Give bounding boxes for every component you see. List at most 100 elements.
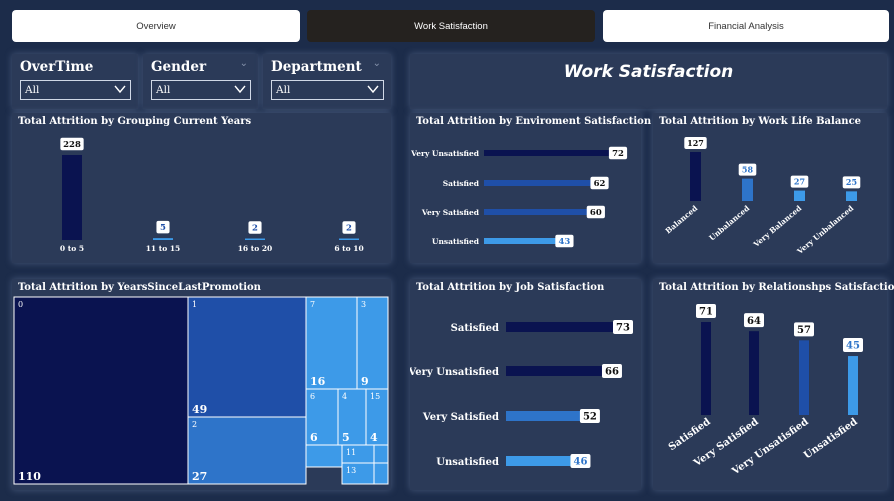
- data-label-bg: [738, 163, 757, 176]
- data-label: 45: [846, 341, 860, 352]
- data-label: 5: [160, 223, 166, 233]
- treemap-tile: [187, 296, 307, 418]
- environment-panel: Total Attrition by Enviroment Satisfacti…: [410, 113, 651, 263]
- bar: [506, 366, 610, 376]
- data-label-bg: [790, 175, 809, 188]
- overtime-slicer: OverTime All: [12, 54, 138, 109]
- treemap-tile: [337, 388, 367, 446]
- treemap-label: 6: [310, 392, 315, 401]
- data-label: 2: [252, 224, 258, 234]
- data-label: 72: [612, 149, 624, 159]
- bar: [848, 356, 858, 415]
- y-tick-label: Unsatisfied: [436, 457, 499, 468]
- y-tick-label: Very Unsatisfied: [410, 367, 499, 378]
- data-label: 73: [616, 323, 630, 334]
- bar: [742, 178, 753, 201]
- bar: [245, 238, 265, 240]
- gender-slicer-title: Gender: [151, 59, 207, 75]
- x-tick-label: 11 to 15: [146, 244, 181, 253]
- data-label-bg: [156, 220, 170, 234]
- y-tick-label: Satisfied: [451, 323, 499, 334]
- y-tick-label: Unsatisfied: [432, 237, 480, 246]
- department-dropdown[interactable]: All: [271, 80, 384, 100]
- treemap-tile: [373, 462, 389, 485]
- chevron-down-icon[interactable]: ⌄: [372, 58, 381, 69]
- bar: [799, 340, 809, 415]
- data-label: 58: [742, 165, 754, 175]
- data-label: 64: [747, 316, 761, 327]
- data-label: 52: [583, 412, 597, 423]
- bar: [690, 152, 701, 201]
- data-label-bg: [601, 364, 622, 378]
- data-label-bg: [555, 234, 574, 248]
- current-years-panel: Total Attrition by Grouping Current Year…: [12, 113, 391, 263]
- treemap-tile: [13, 296, 189, 485]
- x-tick-label: Very Balanced: [751, 203, 804, 249]
- treemap-value: 16: [310, 375, 326, 388]
- page-title-card: Work Satisfaction: [410, 54, 887, 109]
- overtime-slicer-title: OverTime: [20, 59, 94, 75]
- treemap-value: 27: [192, 470, 207, 483]
- treemap-label: 1: [192, 300, 197, 309]
- bar: [153, 238, 173, 240]
- chart-title: Total Attrition by Work Life Balance: [659, 116, 862, 127]
- gender-dropdown[interactable]: All: [151, 80, 251, 100]
- nav-financial-analysis-button[interactable]: Financial Analysis: [603, 10, 889, 42]
- data-label: 25: [846, 177, 857, 187]
- chart-title: Total Attrition by Relationshps Satisfac…: [659, 282, 894, 293]
- data-label: 43: [559, 237, 571, 247]
- work-life-chart: 127 Balanced 58 Unbalanced 27 Very Balanced 25…: [664, 137, 861, 257]
- data-label-bg: [613, 320, 633, 334]
- data-label-bg: [842, 176, 861, 189]
- treemap-tile: [305, 296, 358, 390]
- work-life-panel: Total Attrition by Work Life Balance 127…: [653, 113, 887, 263]
- chart-title: Total Attrition by YearsSinceLastPromoti…: [18, 282, 261, 293]
- data-label: 228: [63, 140, 81, 150]
- department-slicer-title: Department: [271, 59, 362, 75]
- bar: [506, 322, 621, 332]
- nav-overview-button[interactable]: Overview: [12, 10, 300, 42]
- x-tick-label: Very Unbalanced: [795, 203, 856, 256]
- data-label: 71: [699, 307, 713, 318]
- treemap-tile: [187, 416, 307, 485]
- nav-work-satisfaction-button[interactable]: Work Satisfaction: [307, 10, 595, 42]
- treemap-label: 11: [346, 448, 356, 457]
- promotion-panel: Total Attrition by YearsSinceLastPromoti…: [12, 279, 391, 490]
- data-label-bg: [570, 454, 591, 468]
- data-label-bg: [590, 176, 609, 190]
- gender-slicer: Gender ⌄ All: [143, 54, 258, 109]
- data-label: 66: [605, 367, 619, 378]
- y-tick-label: Very Satisfied: [421, 208, 480, 217]
- bar: [484, 209, 595, 215]
- treemap-tile: [356, 296, 389, 390]
- chart-title: Total Attrition by Grouping Current Year…: [18, 116, 252, 127]
- promotion-treemap: 0 110 1 49 2 27 7 16 3 9 6 6 4 5 15 4 11 13: [13, 296, 389, 485]
- data-label-bg: [60, 137, 84, 151]
- treemap-value: 110: [18, 470, 41, 483]
- treemap-value: 9: [361, 375, 369, 388]
- bar: [484, 180, 599, 186]
- treemap-label: 0: [18, 300, 23, 309]
- treemap-tile: [373, 444, 389, 464]
- y-tick-label: Satisfied: [443, 179, 480, 188]
- bar: [484, 238, 564, 244]
- y-tick-label: Very Satisfied: [422, 412, 499, 423]
- overtime-dropdown[interactable]: All: [20, 80, 131, 100]
- chart-title: Total Attrition by Enviroment Satisfacti…: [416, 116, 652, 127]
- gender-dropdown-value: All: [156, 84, 171, 96]
- data-label-bg: [579, 409, 600, 423]
- data-label-bg: [684, 137, 707, 149]
- x-tick-label: 6 to 10: [334, 244, 363, 253]
- data-label: 46: [574, 457, 588, 468]
- bar: [506, 456, 579, 466]
- data-label: 60: [590, 208, 602, 218]
- x-tick-label: 0 to 5: [60, 244, 84, 253]
- data-label: 57: [797, 325, 811, 336]
- chevron-down-icon[interactable]: ⌄: [239, 58, 248, 69]
- chart-title: Total Attrition by Job Satisfaction: [416, 282, 605, 293]
- treemap-value: 49: [192, 403, 207, 416]
- bar: [506, 411, 588, 421]
- bar: [749, 331, 759, 415]
- job-chart: Satisfied 73 Very Unsatisfied 66 Very Satisf…: [410, 320, 633, 468]
- treemap-value: 6: [310, 431, 318, 444]
